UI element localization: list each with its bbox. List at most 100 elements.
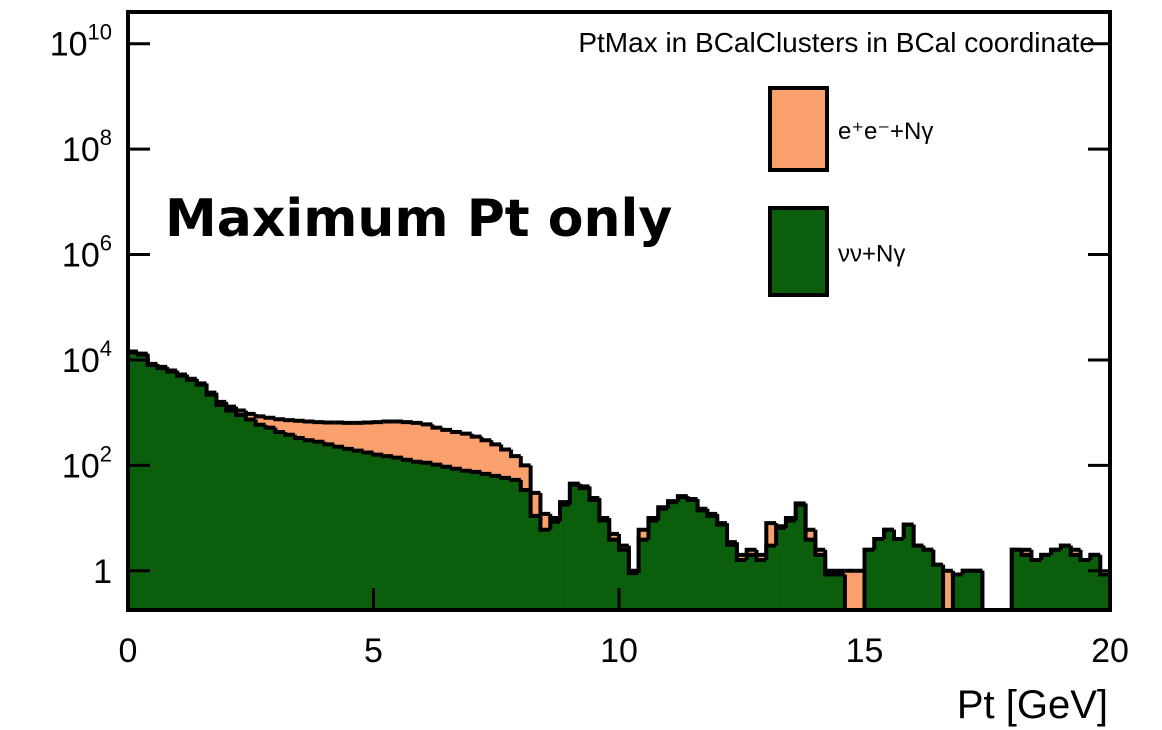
- bin: [776, 527, 787, 610]
- bin-outline: [783, 518, 796, 528]
- bin-outline: [891, 529, 904, 542]
- bin-outline: [410, 459, 423, 464]
- bin-outline: [499, 475, 511, 480]
- bin: [766, 545, 777, 610]
- bin-outline: [381, 419, 394, 424]
- bin: [432, 464, 443, 610]
- bin-outline: [243, 410, 256, 416]
- bin: [461, 470, 472, 610]
- bin-outline: [381, 454, 394, 459]
- bin: [471, 471, 482, 610]
- bin: [452, 468, 463, 610]
- bin-outline: [1019, 549, 1032, 557]
- x-tick-label: 10: [600, 632, 638, 670]
- bin-outline: [1078, 554, 1091, 562]
- bin: [1011, 549, 1022, 610]
- bin: [1060, 545, 1072, 610]
- y-tick-label: 104: [62, 336, 112, 380]
- bin: [1031, 559, 1042, 610]
- bin-outline: [440, 427, 453, 432]
- bin-outline: [204, 384, 217, 397]
- bin: [648, 520, 659, 610]
- bin-outline: [302, 438, 315, 443]
- y-tick-exponent: 8: [100, 125, 112, 150]
- bin: [128, 352, 139, 610]
- bin-outline: [450, 466, 462, 471]
- bin: [157, 368, 168, 610]
- bin: [717, 524, 728, 610]
- y-tick-exponent: 4: [100, 336, 112, 361]
- bin-outline: [764, 543, 777, 560]
- bin: [884, 529, 895, 610]
- bin-outline: [666, 500, 678, 509]
- bin-outline: [1039, 552, 1052, 560]
- bin: [216, 404, 227, 610]
- bin-outline: [1088, 552, 1101, 560]
- bin: [324, 444, 335, 610]
- bin-outline: [1049, 547, 1061, 555]
- bin-outline: [518, 479, 531, 493]
- bin-outline: [980, 570, 993, 612]
- bin-outline: [793, 502, 806, 521]
- bin-outline: [322, 441, 335, 447]
- bin: [893, 539, 905, 610]
- bin: [923, 549, 934, 610]
- bin-outline: [214, 394, 227, 407]
- bin: [363, 452, 374, 610]
- bin: [285, 434, 296, 610]
- bin-outline: [685, 497, 698, 503]
- bin: [540, 529, 551, 610]
- bin: [373, 454, 384, 610]
- bin-outline: [754, 554, 767, 562]
- bin: [186, 379, 198, 610]
- bin-outline: [715, 515, 728, 527]
- bin-outline: [469, 469, 482, 474]
- bin-outline: [430, 462, 443, 467]
- bin-outline: [263, 415, 276, 420]
- bin: [785, 520, 797, 610]
- bin: [874, 539, 885, 610]
- bin-outline: [548, 519, 561, 530]
- bin: [687, 500, 698, 610]
- bin-outline: [234, 406, 246, 413]
- x-tick-label: 5: [364, 632, 383, 670]
- bin: [1080, 559, 1091, 610]
- bin: [353, 450, 364, 610]
- bin: [550, 521, 561, 610]
- bin-outline: [646, 518, 659, 540]
- bin-outline: [361, 450, 374, 455]
- bin: [727, 544, 738, 610]
- bin-outline: [597, 500, 610, 523]
- bin-outline: [823, 554, 836, 577]
- bin: [560, 504, 571, 610]
- bin-outline: [175, 371, 187, 378]
- bin-outline: [155, 365, 168, 371]
- bin: [619, 549, 630, 610]
- bin: [815, 554, 826, 610]
- bin-outline: [224, 404, 237, 413]
- bin: [1021, 554, 1032, 610]
- bin: [1090, 554, 1101, 610]
- bin-outline: [636, 537, 649, 574]
- bin: [442, 466, 453, 610]
- legend-label: e⁺e⁻+Nγ: [838, 118, 933, 145]
- bin: [736, 559, 747, 610]
- bin: [294, 438, 306, 610]
- bin: [275, 431, 286, 610]
- bin: [638, 539, 649, 610]
- bin-outline: [1029, 554, 1042, 562]
- bin-outline: [872, 537, 885, 550]
- bin-outline: [1068, 545, 1081, 557]
- bin: [1070, 554, 1081, 610]
- bin: [422, 462, 433, 610]
- bin: [569, 484, 581, 610]
- bin-outline: [567, 482, 580, 505]
- bin-outline: [882, 527, 894, 540]
- bin: [746, 554, 757, 610]
- bin-outline: [508, 449, 521, 459]
- bin: [825, 574, 836, 610]
- y-tick-base: 10: [50, 26, 88, 64]
- bin: [402, 459, 414, 610]
- y-tick-exponent: 10: [88, 20, 112, 45]
- bin-outline: [371, 452, 384, 457]
